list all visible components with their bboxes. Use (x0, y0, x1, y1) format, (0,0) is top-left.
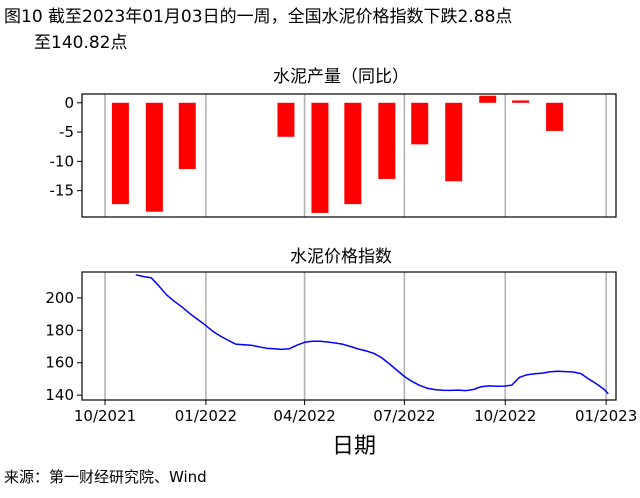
bar-2022-06 (378, 102, 396, 179)
figure-title-line-2: 至140.82点 (34, 33, 128, 53)
figure-title-line-1: 图10 截至2023年01月03日的一周，全国水泥价格指数下跌2.88点 (4, 7, 513, 27)
x-tick-label-4: 07/2022 (373, 407, 435, 425)
x-tick-label-3: 04/2022 (273, 407, 335, 425)
bar-panel-ytick-label-2: -5 (59, 123, 74, 141)
bar-panel-ytick-label-4: -15 (50, 182, 75, 200)
figure-title: 图10 截至2023年01月03日的一周，全国水泥价格指数下跌2.88点 至14… (4, 4, 636, 56)
bar-2022-04 (311, 102, 329, 213)
bar-panel: 0 -5 -10 -15 (50, 93, 617, 218)
bar-2022-11 (546, 102, 564, 131)
x-axis-title: 日期 (332, 434, 376, 459)
line-panel-frame (81, 271, 617, 401)
x-tick-label-1: 10/2021 (74, 407, 136, 425)
price-index-line (135, 274, 609, 395)
bar-2022-08 (445, 102, 463, 182)
source-note: 来源：第一财经研究院、Wind (4, 468, 207, 486)
bar-panel-frame (81, 93, 617, 218)
x-axis: 10/2021 01/2022 04/2022 07/2022 10/2022 01/20… (74, 400, 637, 425)
line-panel-ytick-label-3: 180 (45, 321, 74, 339)
bar-2021-11 (145, 102, 163, 212)
bar-panel-ytick-label-1: 0 (64, 94, 74, 112)
bar-2022-03 (277, 102, 295, 137)
bar-2022-05 (344, 102, 362, 205)
bar-panel-title: 水泥产量（同比） (273, 67, 409, 87)
bar-2021-10 (111, 102, 129, 205)
x-tick-label-2: 01/2022 (175, 407, 237, 425)
line-panel-ytick-label-4: 200 (45, 289, 74, 307)
bar-2022-10 (512, 100, 530, 103)
line-panel-ytick-label-1: 140 (45, 386, 74, 404)
bar-2021-12 (178, 102, 196, 169)
bar-2022-07 (411, 102, 429, 145)
line-panel-title: 水泥价格指数 (290, 247, 392, 267)
line-panel: 140 160 180 200 (45, 271, 617, 404)
bar-panel-ytick-label-3: -10 (50, 152, 75, 170)
x-tick-label-6: 01/2023 (575, 407, 637, 425)
line-panel-ytick-label-2: 160 (45, 354, 74, 372)
x-tick-label-5: 10/2022 (474, 407, 536, 425)
line-panel-background (82, 272, 616, 400)
bar-2022-09 (479, 95, 497, 103)
